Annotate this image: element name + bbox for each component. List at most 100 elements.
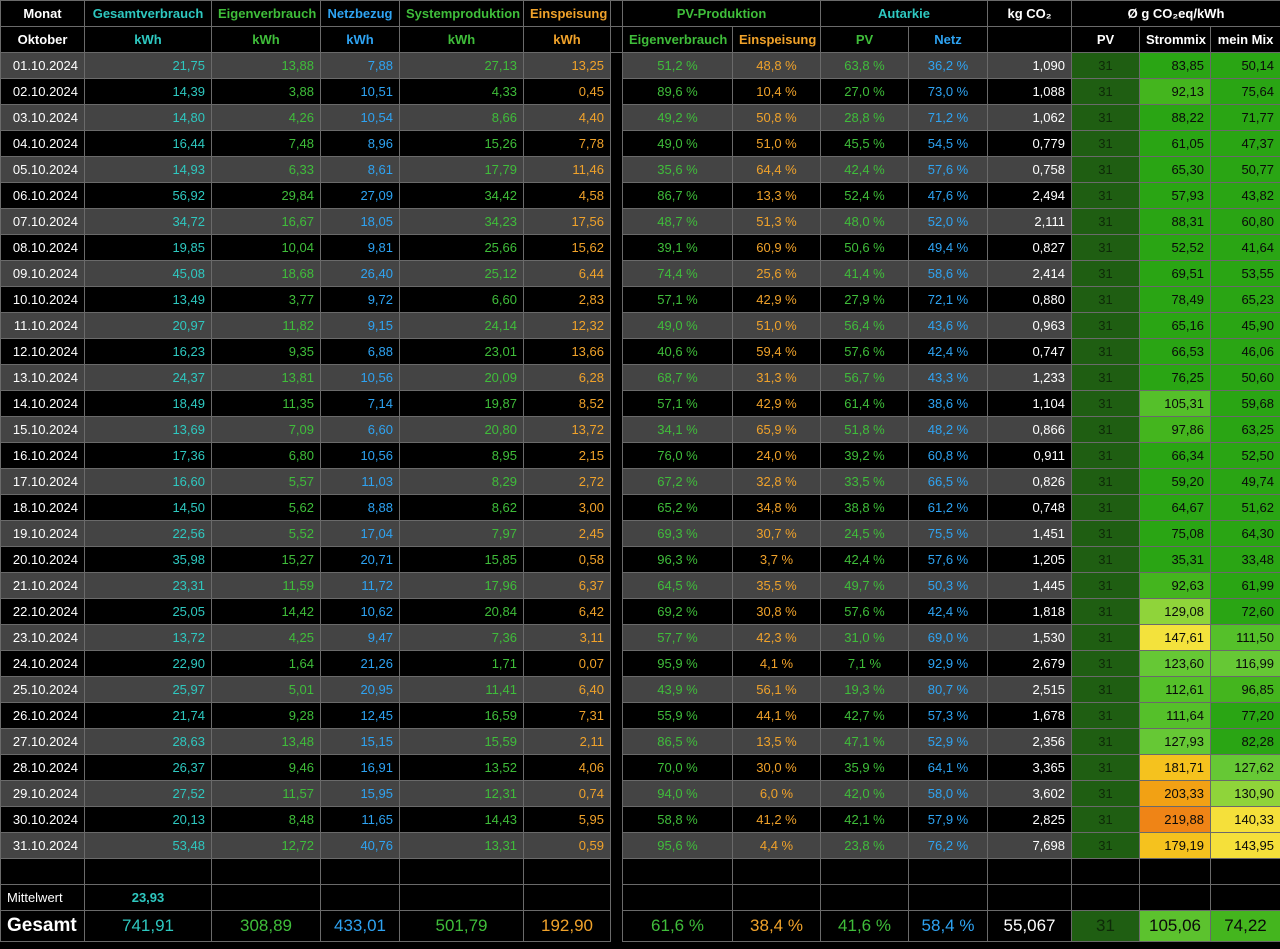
date-cell: 31.10.2024 [0, 832, 85, 859]
netzbezug-cell: 9,72 [320, 286, 400, 313]
einspeisung-cell: 11,46 [523, 156, 611, 183]
eigenverbrauch-cell: 13,48 [211, 728, 321, 755]
table-row: 07.10.2024 34,72 16,67 18,05 34,23 17,56 48,7 … [0, 208, 1280, 235]
pv-eigenverbrauch-cell: 57,1 % [622, 390, 733, 417]
pv-eigenverbrauch-cell: 49,2 % [622, 104, 733, 131]
netzbezug-cell: 7,14 [320, 390, 400, 417]
spacer-cell [732, 858, 821, 885]
table-row: 27.10.2024 28,63 13,48 15,15 15,59 2,11 86,5 %… [0, 728, 1280, 755]
gesamtverbrauch-cell: 53,48 [84, 832, 212, 859]
kg-co2-cell: 2,111 [987, 208, 1072, 235]
date-cell: 22.10.2024 [0, 598, 85, 625]
autarkie-pv-cell: 42,0 % [820, 780, 909, 807]
autarkie-pv-cell: 35,9 % [820, 754, 909, 781]
autarkie-netz-cell: 92,9 % [908, 650, 988, 677]
kg-co2-cell: 3,602 [987, 780, 1072, 807]
eigenverbrauch-cell: 11,57 [211, 780, 321, 807]
strommix-cell: 112,61 [1139, 676, 1211, 703]
spacer-cell [320, 858, 400, 885]
mein-mix-cell: 61,99 [1210, 572, 1280, 599]
einspeisung-cell: 15,62 [523, 234, 611, 261]
gesamtverbrauch-cell: 22,56 [84, 520, 212, 547]
systemproduktion-cell: 13,31 [399, 832, 524, 859]
einspeisung-cell: 7,31 [523, 702, 611, 729]
kg-co2-cell: 0,963 [987, 312, 1072, 339]
einspeisung-cell: 12,32 [523, 312, 611, 339]
strommix-cell: 111,64 [1139, 702, 1211, 729]
table-row: 13.10.2024 24,37 13,81 10,56 20,09 6,28 68,7 %… [0, 364, 1280, 391]
netzbezug-cell: 40,76 [320, 832, 400, 859]
subheader-kwh: kWh [84, 26, 212, 53]
mein-mix-cell: 51,62 [1210, 494, 1280, 521]
pv-eigenverbrauch-cell: 95,9 % [622, 650, 733, 677]
systemproduktion-cell: 4,33 [399, 78, 524, 105]
gesamt-autarkie-pv: 41,6 % [820, 910, 909, 942]
header-gesamtverbrauch: Gesamtverbrauch [84, 0, 212, 27]
table-row: 24.10.2024 22,90 1,64 21,26 1,71 0,07 95,9 % 4,… [0, 650, 1280, 677]
column-gap [610, 494, 623, 521]
eigenverbrauch-cell: 11,82 [211, 312, 321, 339]
einspeisung-cell: 2,72 [523, 468, 611, 495]
pv-einspeisung-cell: 34,8 % [732, 494, 821, 521]
pv-einspeisung-cell: 31,3 % [732, 364, 821, 391]
pv-eigenverbrauch-cell: 57,1 % [622, 286, 733, 313]
co2-pv-cell: 31 [1071, 442, 1140, 469]
netzbezug-cell: 10,62 [320, 598, 400, 625]
einspeisung-cell: 8,52 [523, 390, 611, 417]
column-gap [610, 78, 623, 105]
netzbezug-cell: 8,61 [320, 156, 400, 183]
pv-einspeisung-cell: 59,4 % [732, 338, 821, 365]
einspeisung-cell: 2,45 [523, 520, 611, 547]
gesamt-label: Gesamt [0, 910, 85, 942]
date-cell: 04.10.2024 [0, 130, 85, 157]
autarkie-netz-cell: 52,0 % [908, 208, 988, 235]
subheader-co2-pv: PV [1071, 26, 1140, 53]
systemproduktion-cell: 20,84 [399, 598, 524, 625]
systemproduktion-cell: 11,41 [399, 676, 524, 703]
pv-einspeisung-cell: 64,4 % [732, 156, 821, 183]
gesamtverbrauch-cell: 45,08 [84, 260, 212, 287]
co2-pv-cell: 31 [1071, 364, 1140, 391]
eigenverbrauch-cell: 9,28 [211, 702, 321, 729]
autarkie-netz-cell: 76,2 % [908, 832, 988, 859]
table-row: 21.10.2024 23,31 11,59 11,72 17,96 6,37 64,5 %… [0, 572, 1280, 599]
pv-einspeisung-cell: 42,9 % [732, 286, 821, 313]
mein-mix-cell: 130,90 [1210, 780, 1280, 807]
strommix-cell: 127,93 [1139, 728, 1211, 755]
subheader-kwh: kWh [523, 26, 611, 53]
autarkie-netz-cell: 58,0 % [908, 780, 988, 807]
gesamtverbrauch-cell: 23,31 [84, 572, 212, 599]
autarkie-pv-cell: 41,4 % [820, 260, 909, 287]
kg-co2-cell: 0,826 [987, 468, 1072, 495]
column-gap [610, 572, 623, 599]
co2-pv-cell: 31 [1071, 806, 1140, 833]
kg-co2-cell: 1,451 [987, 520, 1072, 547]
table-row: 02.10.2024 14,39 3,88 10,51 4,33 0,45 89,6 % 10… [0, 78, 1280, 105]
mein-mix-cell: 52,50 [1210, 442, 1280, 469]
pv-einspeisung-cell: 51,0 % [732, 312, 821, 339]
column-gap [610, 598, 623, 625]
mein-mix-cell: 111,50 [1210, 624, 1280, 651]
netzbezug-cell: 20,95 [320, 676, 400, 703]
column-gap [610, 910, 623, 942]
mittelwert-empty [622, 884, 733, 911]
autarkie-netz-cell: 48,2 % [908, 416, 988, 443]
co2-pv-cell: 31 [1071, 130, 1140, 157]
eigenverbrauch-cell: 9,46 [211, 754, 321, 781]
strommix-cell: 129,08 [1139, 598, 1211, 625]
autarkie-netz-cell: 71,2 % [908, 104, 988, 131]
eigenverbrauch-cell: 29,84 [211, 182, 321, 209]
pv-einspeisung-cell: 24,0 % [732, 442, 821, 469]
co2-pv-cell: 31 [1071, 572, 1140, 599]
co2-pv-cell: 31 [1071, 624, 1140, 651]
header-einspeisung: Einspeisung [523, 0, 611, 27]
date-cell: 19.10.2024 [0, 520, 85, 547]
netzbezug-cell: 11,72 [320, 572, 400, 599]
co2-pv-cell: 31 [1071, 702, 1140, 729]
autarkie-pv-cell: 48,0 % [820, 208, 909, 235]
eigenverbrauch-cell: 6,33 [211, 156, 321, 183]
spacer-cell [1071, 858, 1140, 885]
table-row: 15.10.2024 13,69 7,09 6,60 20,80 13,72 34,1 % 6… [0, 416, 1280, 443]
netzbezug-cell: 6,88 [320, 338, 400, 365]
